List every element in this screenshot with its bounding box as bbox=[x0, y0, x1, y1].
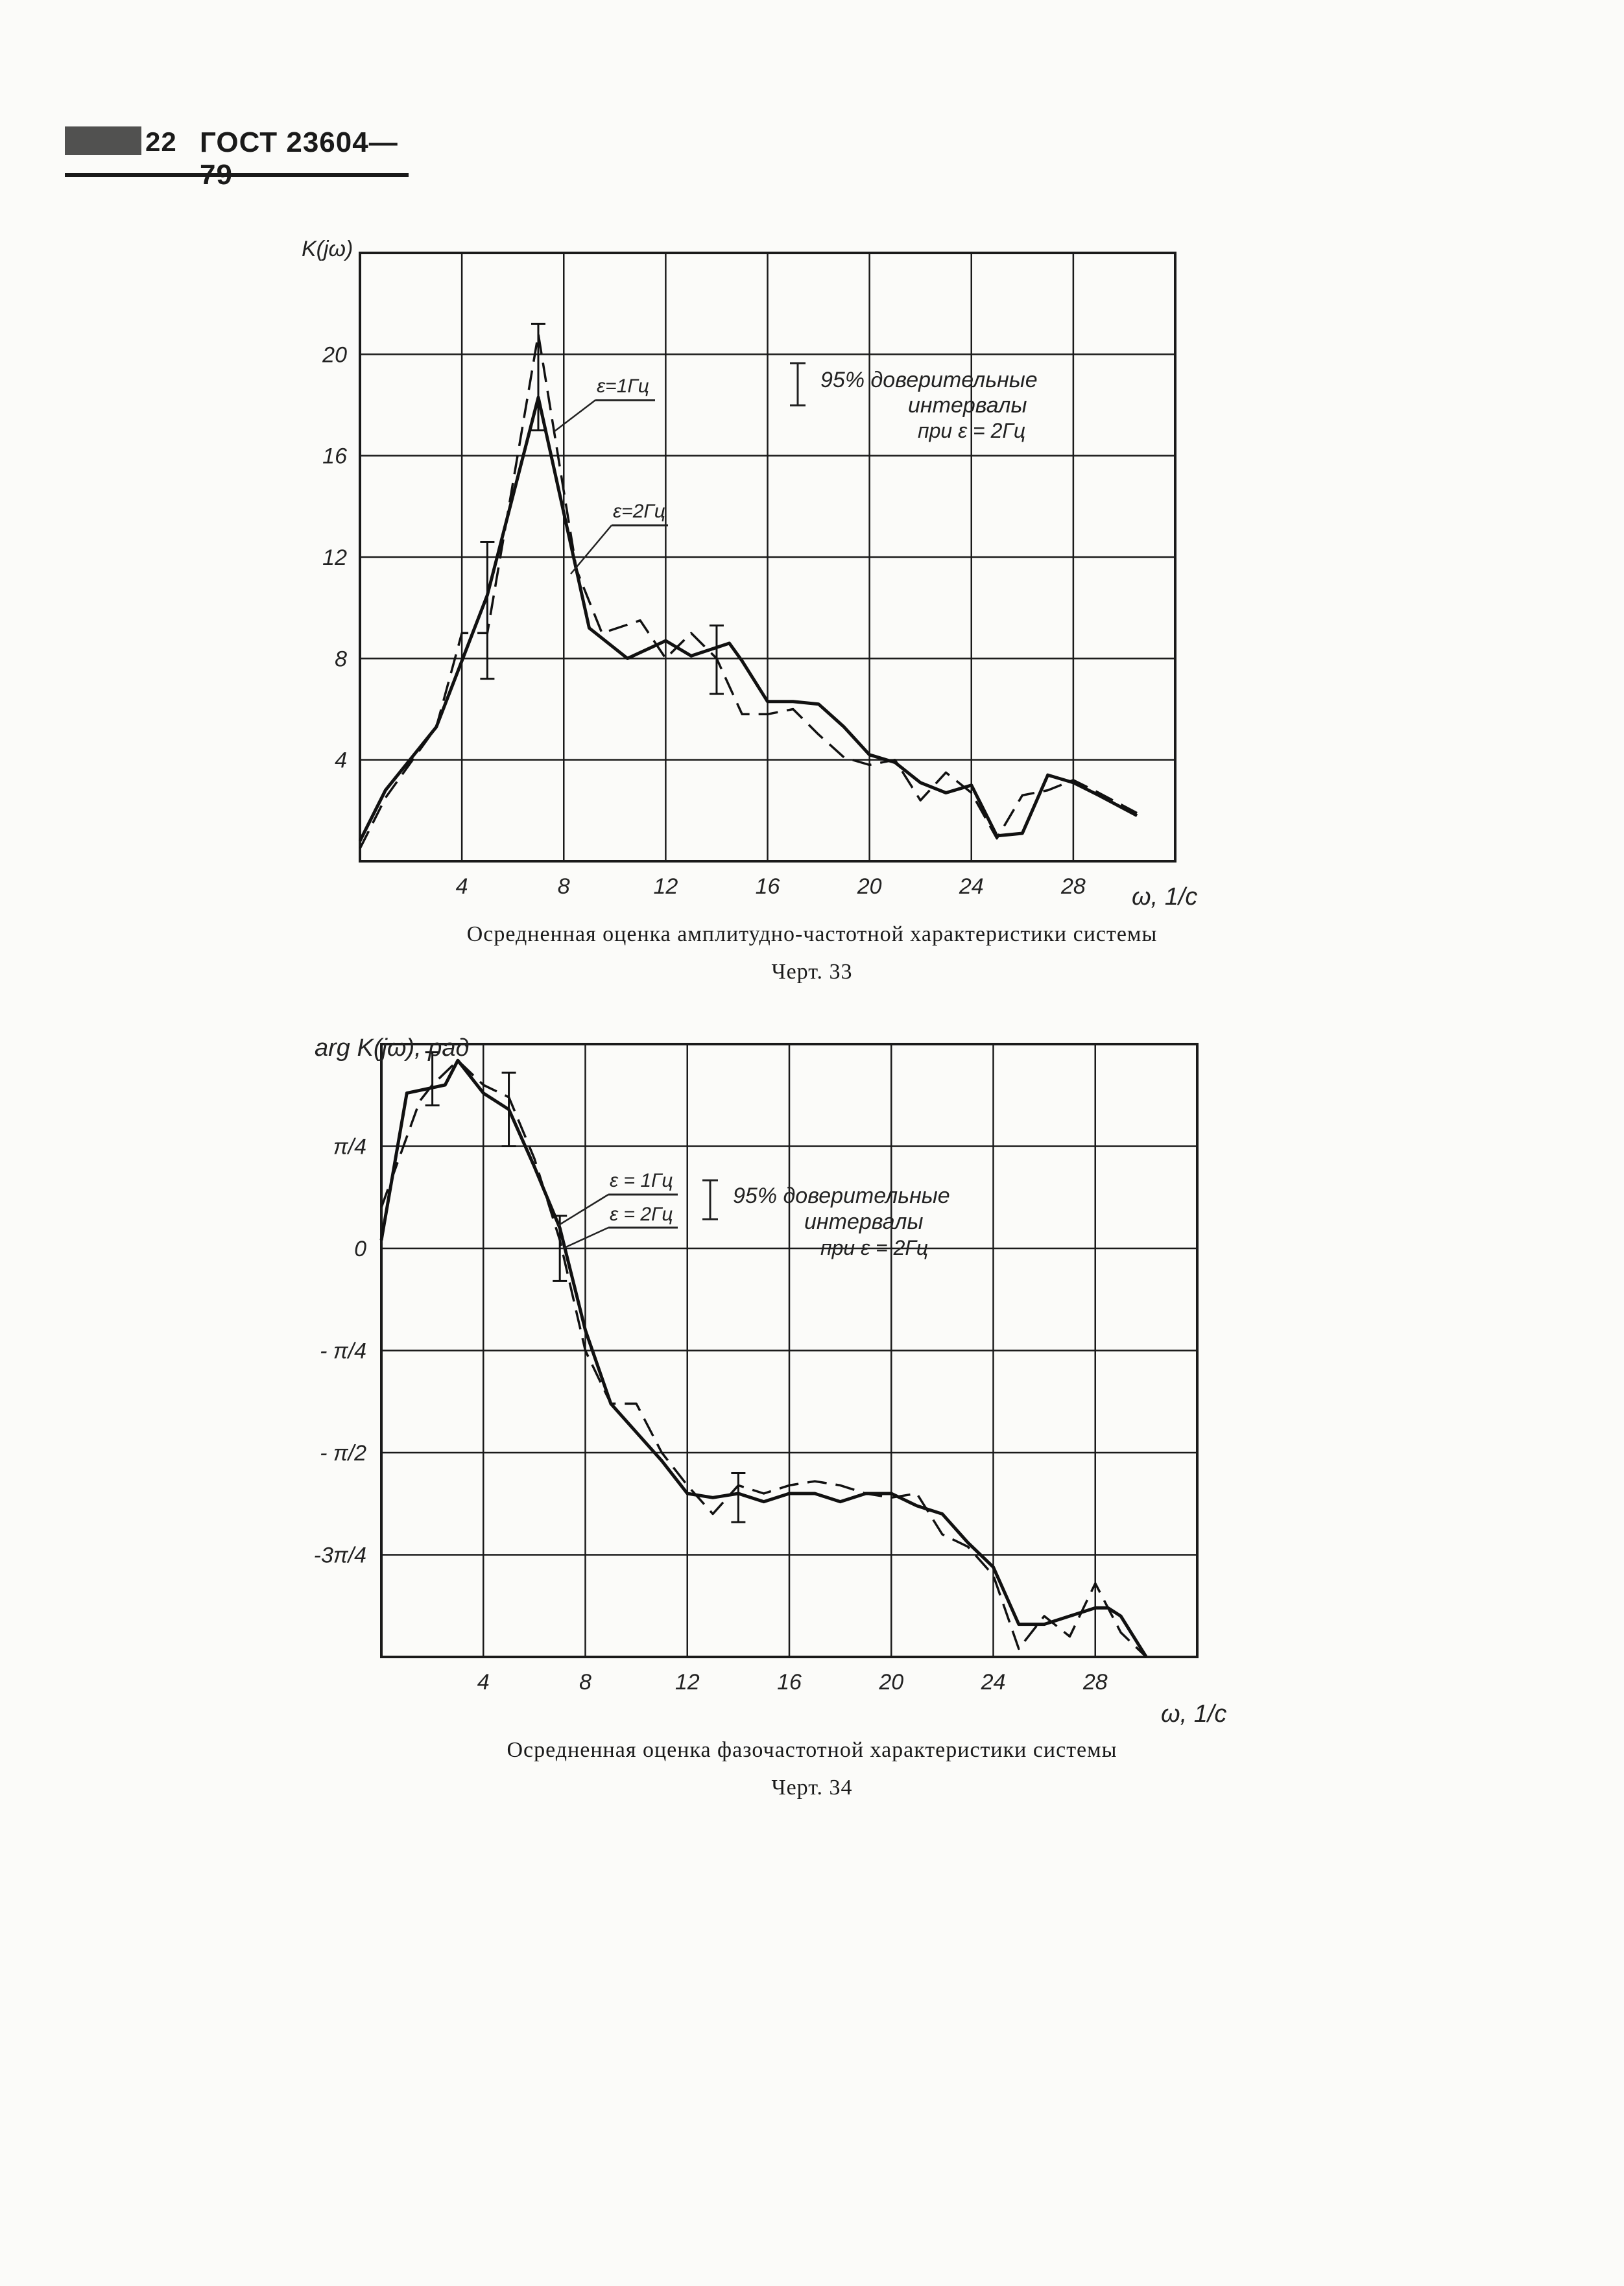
error-bar bbox=[531, 322, 545, 432]
svg-text:ε=2Гц: ε=2Гц bbox=[613, 501, 665, 522]
x-tick-label: 20 bbox=[857, 874, 882, 899]
stamp-mark bbox=[65, 126, 141, 155]
y-tick-label: 12 bbox=[322, 545, 347, 570]
series-label-2: ε = 2Гц bbox=[562, 1204, 678, 1250]
chart-grid bbox=[380, 1043, 1199, 1658]
svg-text:ε=1Гц: ε=1Гц bbox=[597, 375, 649, 397]
series-line-solid bbox=[358, 396, 1138, 842]
svg-text:95% доверительные: 95% доверительные bbox=[733, 1184, 950, 1208]
y-tick-label: 8 bbox=[335, 647, 347, 671]
svg-text:при ε = 2Гц: при ε = 2Гц bbox=[918, 419, 1025, 442]
chart-caption: Осредненная оценка фазочастотной характе… bbox=[507, 1738, 1117, 1762]
y-axis-label: K(jω) bbox=[302, 237, 353, 261]
page-header: 22 ГОСТ 23604—79 bbox=[65, 126, 409, 191]
series-label-1: ε = 1Гц bbox=[557, 1170, 678, 1227]
y-tick-label: 20 bbox=[322, 342, 347, 367]
x-tick-label: 28 bbox=[1060, 874, 1086, 899]
confidence-legend: 95% доверительные интервалы при ε = 2Гц bbox=[790, 362, 1038, 442]
series-line-solid bbox=[379, 1058, 1148, 1658]
svg-text:интервалы: интервалы bbox=[804, 1209, 923, 1234]
page-number-text: 22 bbox=[145, 126, 177, 157]
figure-label: Черт. 33 bbox=[771, 960, 853, 984]
x-tick-label: 12 bbox=[675, 1670, 700, 1695]
x-tick-label: 16 bbox=[756, 874, 780, 899]
page-number: 22 bbox=[65, 126, 177, 158]
phase-chart: 4 8 12 16 20 24 28 π/4 0 - π/4 - π/2 -3π/4 arg K(jω… bbox=[314, 1034, 1227, 1728]
header-rule bbox=[65, 173, 409, 177]
x-tick-label: 4 bbox=[456, 874, 468, 899]
error-bar bbox=[553, 1215, 567, 1282]
y-tick-label: -3π/4 bbox=[314, 1543, 366, 1568]
confidence-legend: 95% доверительные интервалы при ε = 2Гц bbox=[702, 1179, 950, 1259]
x-tick-label: 8 bbox=[579, 1670, 591, 1695]
error-bar bbox=[480, 541, 495, 680]
y-tick-label: - π/4 bbox=[320, 1339, 366, 1364]
y-axis-label: arg K(jω), рад bbox=[315, 1034, 470, 1062]
y-tick-label: π/4 bbox=[333, 1135, 366, 1160]
y-tick-label: - π/2 bbox=[320, 1441, 366, 1466]
svg-text:ε = 2Гц: ε = 2Гц bbox=[610, 1204, 673, 1225]
svg-text:при ε = 2Гц: при ε = 2Гц bbox=[820, 1236, 928, 1259]
x-axis-label: ω, 1/c bbox=[1132, 883, 1197, 911]
svg-text:ε = 1Гц: ε = 1Гц bbox=[610, 1170, 673, 1191]
error-bar bbox=[501, 1071, 516, 1147]
chart-error-bars bbox=[425, 1051, 746, 1523]
chart-ticks: 4 8 12 16 20 24 28 4 8 12 16 20 bbox=[322, 342, 1086, 899]
x-tick-label: 4 bbox=[477, 1670, 490, 1695]
error-bar bbox=[425, 1051, 440, 1106]
x-tick-label: 16 bbox=[777, 1670, 802, 1695]
x-tick-label: 24 bbox=[959, 874, 984, 899]
chart-series bbox=[379, 1058, 1148, 1658]
series-label-1: ε=1Гц bbox=[554, 375, 655, 432]
svg-text:95% доверительные: 95% доверительные bbox=[820, 368, 1038, 392]
x-tick-label: 20 bbox=[878, 1670, 903, 1695]
y-tick-label: 16 bbox=[322, 444, 347, 469]
x-tick-label: 28 bbox=[1082, 1670, 1108, 1695]
chart-caption: Осредненная оценка амплитудно-частотной … bbox=[466, 922, 1158, 946]
y-tick-label: 4 bbox=[335, 748, 347, 773]
figure-label: Черт. 34 bbox=[771, 1776, 853, 1800]
chart-grid bbox=[359, 252, 1176, 863]
series-label-2: ε=2Гц bbox=[570, 501, 668, 575]
standard-title: ГОСТ 23604—79 bbox=[200, 126, 398, 191]
chart-error-bars bbox=[480, 322, 724, 695]
series-line-dashed bbox=[380, 1059, 1147, 1658]
x-tick-label: 24 bbox=[981, 1670, 1006, 1695]
error-bar bbox=[731, 1472, 746, 1523]
y-tick-label: 0 bbox=[354, 1237, 366, 1261]
error-bar bbox=[709, 625, 724, 695]
series-line-dashed bbox=[359, 333, 1138, 850]
chart-series bbox=[358, 333, 1138, 850]
x-tick-label: 12 bbox=[653, 874, 678, 899]
x-axis-label: ω, 1/c bbox=[1161, 1700, 1226, 1728]
chart-ticks: 4 8 12 16 20 24 28 π/4 0 - π/4 - π/2 -3π/4 bbox=[314, 1135, 1108, 1695]
x-tick-label: 8 bbox=[558, 874, 570, 899]
svg-text:интервалы: интервалы bbox=[908, 393, 1027, 418]
